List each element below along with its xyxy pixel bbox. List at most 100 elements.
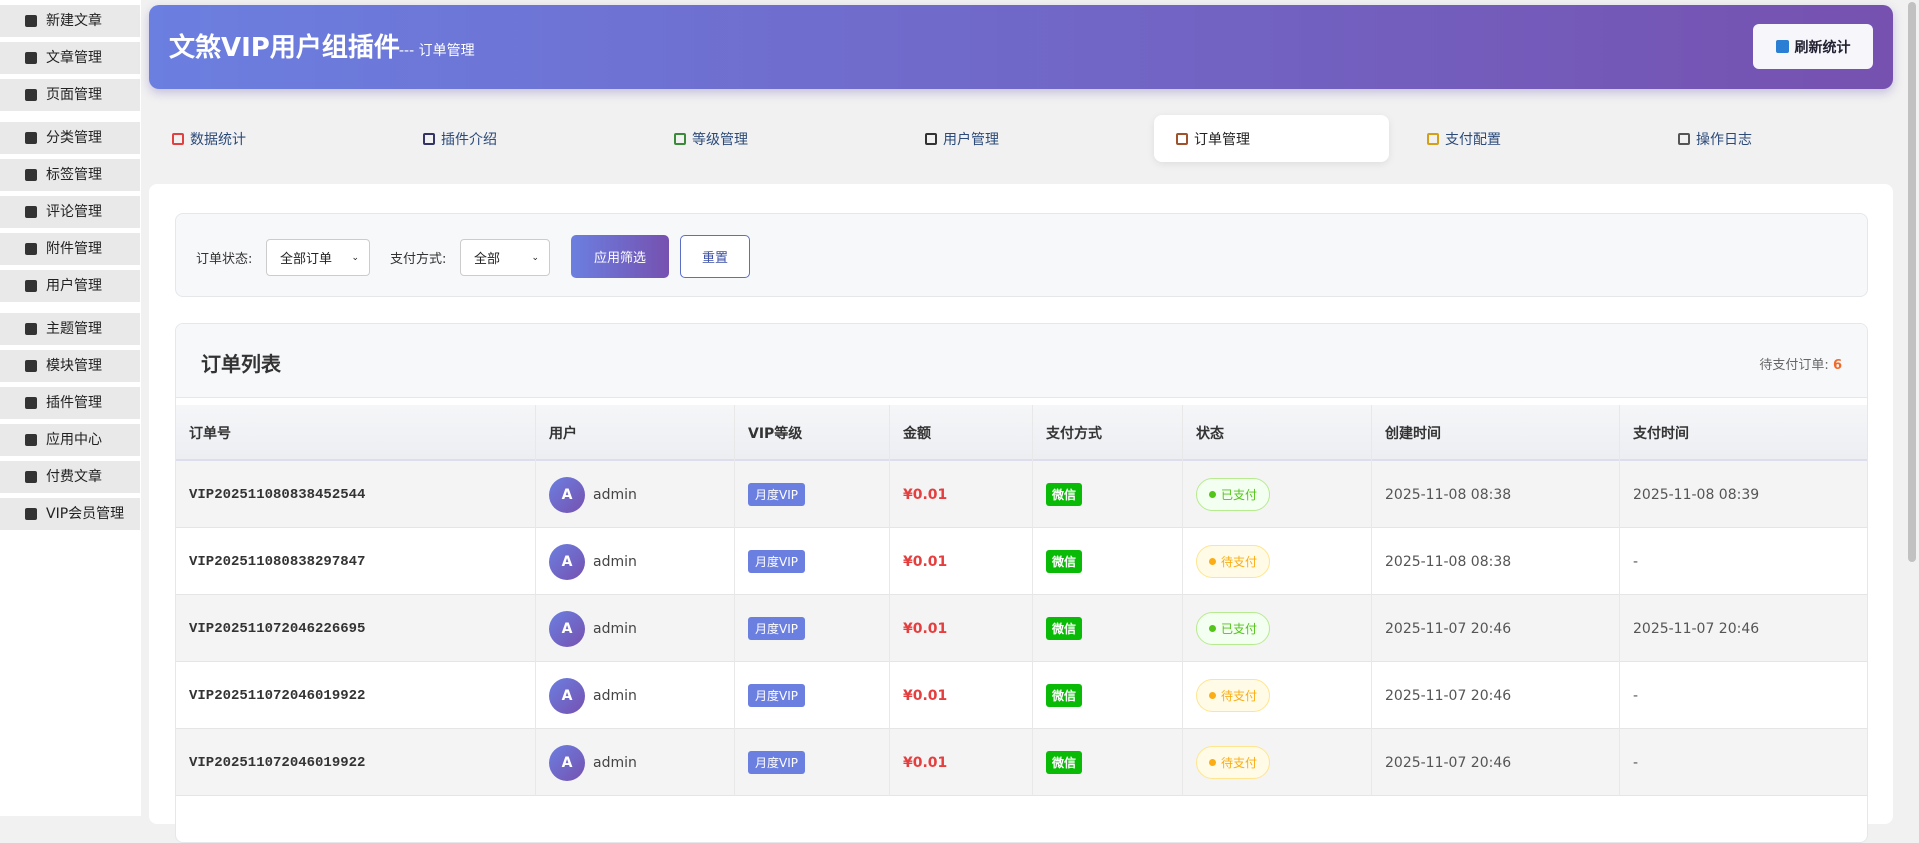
pending-summary: 待支付订单: 6: [1759, 354, 1842, 373]
table-cell: 2025-11-07 20:46: [1372, 595, 1620, 662]
table-cell: 2025-11-08 08:39: [1620, 461, 1867, 528]
sidebar-label: 模块管理: [46, 358, 102, 374]
avatar: A: [549, 543, 585, 580]
tab[interactable]: 插件介绍: [401, 115, 636, 162]
sidebar-item[interactable]: 标签管理: [0, 159, 140, 191]
status-pill: 待支付: [1196, 746, 1271, 779]
sidebar-item[interactable]: 页面管理: [0, 79, 140, 111]
tab-icon: [172, 132, 184, 145]
sidebar-label: 附件管理: [46, 241, 102, 257]
amount: ¥0.01: [903, 553, 948, 570]
status-text: 待支付: [1221, 689, 1258, 703]
table-cell: VIP202511072046226695: [176, 595, 536, 662]
order-number: VIP202511072046019922: [189, 754, 366, 771]
table-cell: VIP202511072046019922: [176, 729, 536, 796]
sidebar-label: 评论管理: [46, 204, 102, 220]
table-cell: VIP202511072046019922: [176, 662, 536, 729]
sidebar-item[interactable]: 文章管理: [0, 42, 140, 74]
amount: ¥0.01: [903, 620, 948, 637]
paid-time: 2025-11-08 08:39: [1633, 486, 1760, 503]
table-cell: 微信: [1033, 595, 1183, 662]
username: admin: [593, 553, 637, 570]
refresh-button[interactable]: 刷新统计: [1753, 24, 1873, 69]
sidebar-label: 新建文章: [46, 13, 102, 29]
sidebar-item[interactable]: 分类管理: [0, 122, 140, 154]
status-pill: 已支付: [1196, 612, 1271, 645]
table-cell: VIP202511080838297847: [176, 528, 536, 595]
refresh-icon: [1775, 40, 1789, 53]
status-dot: [1209, 625, 1216, 632]
status-text: 已支付: [1221, 488, 1258, 502]
pending-count: 6: [1832, 358, 1842, 373]
created-time: 2025-11-07 20:46: [1385, 754, 1512, 771]
table-cell: 微信: [1033, 662, 1183, 729]
table-cell: ¥0.01: [890, 528, 1033, 595]
sidebar-icon: [25, 206, 37, 218]
status-text: 已支付: [1221, 622, 1258, 636]
username: admin: [593, 620, 637, 637]
sidebar-item[interactable]: 付费文章: [0, 461, 140, 493]
order-number: VIP202511072046019922: [189, 687, 366, 704]
tab[interactable]: 订单管理: [1154, 115, 1389, 162]
sidebar-item[interactable]: 应用中心: [0, 424, 140, 456]
column-header: 金额: [890, 405, 1033, 461]
tab[interactable]: 数据统计: [150, 115, 385, 162]
sidebar-item[interactable]: 附件管理: [0, 233, 140, 265]
sidebar-label: 付费文章: [46, 469, 102, 485]
avatar: A: [549, 476, 585, 513]
payment-method-badge: 微信: [1046, 617, 1083, 640]
sidebar-item[interactable]: VIP会员管理: [0, 498, 140, 530]
sidebar-item[interactable]: 插件管理: [0, 387, 140, 419]
payment-select[interactable]: 全部 ⌄: [460, 239, 550, 276]
column-header: 支付时间: [1620, 405, 1867, 461]
order-number: VIP202511080838452544: [189, 486, 366, 503]
paid-time: -: [1633, 687, 1639, 704]
table-cell: 已支付: [1183, 595, 1372, 662]
paid-time: -: [1633, 553, 1639, 570]
sidebar-icon: [25, 360, 37, 372]
sidebar-item[interactable]: 模块管理: [0, 350, 140, 382]
avatar: A: [549, 610, 585, 647]
tab[interactable]: 用户管理: [903, 115, 1138, 162]
tab[interactable]: 操作日志: [1656, 115, 1891, 162]
tab-label: 等级管理: [692, 131, 748, 148]
status-text: 待支付: [1221, 756, 1258, 770]
tab-icon: [674, 132, 686, 145]
sidebar-icon: [25, 471, 37, 483]
sidebar-item[interactable]: 评论管理: [0, 196, 140, 228]
table-cell: ¥0.01: [890, 729, 1033, 796]
tab-icon: [1678, 132, 1690, 145]
table-row: [176, 729, 1867, 796]
sidebar-icon: [25, 169, 37, 181]
orders-title: 订单列表: [201, 352, 281, 376]
sidebar-icon: [25, 280, 37, 292]
username: admin: [593, 486, 637, 503]
paid-time: 2025-11-07 20:46: [1633, 620, 1760, 637]
status-select[interactable]: 全部订单 ⌄: [266, 239, 370, 276]
payment-method-badge: 微信: [1046, 684, 1083, 707]
sidebar-item[interactable]: 新建文章: [0, 5, 140, 37]
table-cell: 待支付: [1183, 528, 1372, 595]
payment-value: 全部: [474, 252, 501, 267]
column-header: 创建时间: [1372, 405, 1620, 461]
sidebar-label: 主题管理: [46, 321, 102, 337]
sidebar-item[interactable]: 主题管理: [0, 313, 140, 345]
column-header: 状态: [1183, 405, 1372, 461]
avatar: A: [549, 677, 585, 714]
table-cell: 微信: [1033, 528, 1183, 595]
status-label: 订单状态:: [196, 252, 253, 267]
table-cell: 待支付: [1183, 662, 1372, 729]
tab[interactable]: 支付配置: [1405, 115, 1640, 162]
tab[interactable]: 等级管理: [652, 115, 887, 162]
sidebar-icon: [25, 89, 37, 101]
column-header: 订单号: [176, 405, 536, 461]
table-cell: 月度VIP: [735, 461, 890, 528]
table-cell: 月度VIP: [735, 595, 890, 662]
reset-button[interactable]: 重置: [680, 235, 750, 278]
status-pill: 已支付: [1196, 478, 1271, 511]
sidebar-icon: [25, 508, 37, 520]
sidebar-icon: [25, 434, 37, 446]
apply-button[interactable]: 应用筛选: [571, 235, 669, 278]
table-cell: -: [1620, 662, 1867, 729]
sidebar-item[interactable]: 用户管理: [0, 270, 140, 302]
